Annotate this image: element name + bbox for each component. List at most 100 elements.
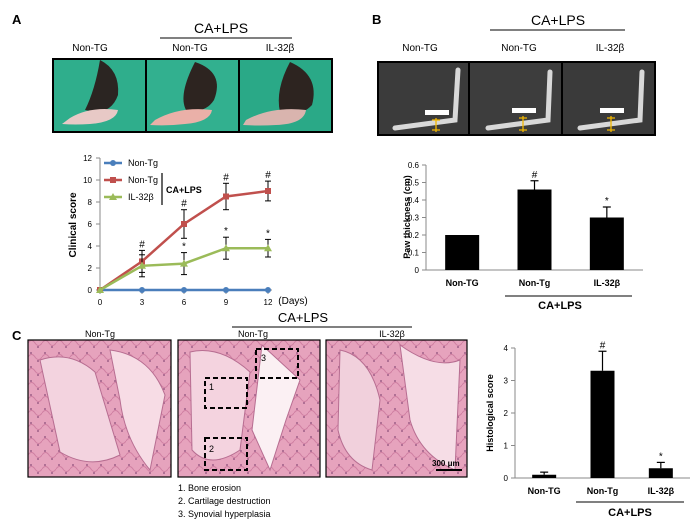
panel-a: A CA+LPS Non-TG Non-TG IL-32β 0 2 4 6 8 10 12 … bbox=[12, 12, 333, 307]
histo-significance-mark: * bbox=[659, 451, 663, 462]
region-box-2 bbox=[204, 437, 248, 471]
note-synovial-hyperplasia: 3. Synovial hyperplasia bbox=[178, 509, 271, 519]
significance-mark-il32b: * bbox=[182, 242, 186, 253]
paw-bar bbox=[589, 217, 624, 270]
significance-mark-ca-lps-non-tg: # bbox=[181, 199, 187, 210]
panel-b-group-label: CA+LPS bbox=[531, 12, 585, 28]
region-box-3 bbox=[255, 348, 299, 379]
point-ca-lps-non-tg bbox=[223, 193, 229, 200]
paw-y-tick-label: 0.6 bbox=[408, 161, 420, 170]
region-box-1-label: 1 bbox=[209, 382, 214, 392]
xray-label-1: Non-TG bbox=[402, 43, 438, 54]
clinical-x-tick-label: 3 bbox=[140, 298, 145, 307]
histo-category-label: IL-32β bbox=[648, 486, 675, 496]
paw-group-label: CA+LPS bbox=[538, 300, 582, 312]
histo-bars: Non-TG # Non-Tg * IL-32β bbox=[528, 340, 675, 496]
legend-label-il32b: IL-32β bbox=[128, 192, 154, 202]
histo-y-tick-label: 3 bbox=[504, 377, 509, 386]
significance-mark-il32b: * bbox=[224, 226, 228, 237]
histo-category-label: Non-Tg bbox=[587, 486, 619, 496]
clinical-y-tick-label: 4 bbox=[88, 242, 93, 251]
clinical-score-chart: 0 2 4 6 8 10 12 0 3 6 9 12 (Days) Clinical score #… bbox=[68, 154, 308, 307]
histo-category-label: Non-TG bbox=[528, 486, 561, 496]
histo-bar bbox=[532, 474, 557, 478]
point-non-tg bbox=[265, 287, 271, 293]
histology-label-3: IL-32β bbox=[379, 329, 405, 339]
paw-significance-mark: # bbox=[532, 170, 538, 181]
xray-label-2: Non-TG bbox=[501, 43, 537, 54]
paw-category-label: Non-TG bbox=[446, 278, 479, 288]
paw-y-tick-label: 0.3 bbox=[408, 214, 420, 223]
point-ca-lps-non-tg bbox=[181, 221, 187, 227]
point-il32b bbox=[96, 286, 104, 293]
paw-category-label: Non-Tg bbox=[519, 278, 551, 288]
significance-mark-ca-lps-non-tg: # bbox=[223, 172, 229, 183]
histo-y-tick-label: 4 bbox=[504, 344, 509, 353]
clinical-y-tick-label: 8 bbox=[88, 198, 93, 207]
paw-y-label: Paw thickness (cm) bbox=[402, 175, 412, 259]
legend-group-label: CA+LPS bbox=[166, 185, 202, 195]
legend-marker-il32b bbox=[109, 193, 117, 200]
photo-label-3: IL-32β bbox=[266, 43, 295, 54]
panel-c: C CA+LPS Non-Tg Non-Tg IL-32β 1 2 3 300 … bbox=[12, 310, 690, 519]
point-il32b bbox=[222, 244, 230, 252]
region-box-2-label: 2 bbox=[209, 444, 214, 454]
point-il32b bbox=[264, 244, 272, 252]
clinical-x-tick-label: 12 bbox=[264, 298, 273, 307]
note-cartilage-destruction: 2. Cartilage destruction bbox=[178, 496, 271, 506]
clinical-y-tick-label: 12 bbox=[83, 154, 92, 163]
clinical-y-tick-label: 10 bbox=[83, 176, 92, 185]
legend-label-non-tg: Non-Tg bbox=[128, 158, 158, 168]
histo-bar bbox=[590, 370, 615, 478]
legend-marker-non-tg bbox=[110, 160, 116, 166]
panel-b-letter: B bbox=[372, 12, 381, 27]
point-ca-lps-non-tg bbox=[265, 188, 271, 194]
clinical-y-tick-label: 0 bbox=[88, 286, 93, 295]
histo-y-ticks: 0 1 2 3 4 bbox=[504, 344, 515, 483]
clinical-x-tick-label: 0 bbox=[98, 298, 103, 307]
paw-bar bbox=[517, 189, 552, 270]
panel-c-letter: C bbox=[12, 328, 22, 343]
point-non-tg bbox=[139, 287, 145, 293]
histology-images: 1 2 3 300 μm bbox=[27, 339, 468, 478]
paw-thickness-chart: 0 0.1 0.2 0.3 0.4 0.5 0.6 Non-TG # Non-Tg * IL-32β… bbox=[402, 161, 643, 312]
xray-label-3: IL-32β bbox=[596, 43, 625, 54]
clinical-x-label: (Days) bbox=[278, 296, 307, 307]
clinical-y-label: Clinical score bbox=[68, 192, 79, 257]
paw-y-tick-label: 0.2 bbox=[408, 231, 420, 240]
clinical-y-tick-label: 6 bbox=[88, 220, 93, 229]
clinical-y-ticks: 0 2 4 6 8 10 12 bbox=[83, 154, 100, 295]
histo-y-tick-label: 0 bbox=[504, 474, 509, 483]
point-il32b bbox=[138, 261, 146, 269]
clinical-x-tick-label: 6 bbox=[182, 298, 187, 307]
note-bone-erosion: 1. Bone erosion bbox=[178, 483, 241, 493]
panel-a-group-label: CA+LPS bbox=[194, 20, 248, 36]
significance-mark-ca-lps-non-tg: # bbox=[265, 170, 271, 181]
paw-bars: Non-TG # Non-Tg * IL-32β bbox=[445, 170, 624, 288]
histo-bar bbox=[648, 468, 673, 478]
legend-label-ca-lps-non-tg: Non-Tg bbox=[128, 175, 158, 185]
panel-b: B CA+LPS Non-TG Non-TG IL-32β 0 0.1 0.2 0.3… bbox=[372, 12, 656, 312]
histo-y-tick-label: 1 bbox=[504, 442, 509, 451]
paw-y-tick-label: 0.5 bbox=[408, 179, 420, 188]
histo-y-tick-label: 2 bbox=[504, 409, 509, 418]
clinical-y-tick-label: 2 bbox=[88, 264, 93, 273]
histological-score-chart: 0 1 2 3 4 Non-TG # Non-Tg * IL-32β Histological … bbox=[485, 340, 690, 519]
photo-label-1: Non-TG bbox=[72, 43, 108, 54]
scale-bar-label: 300 μm bbox=[432, 459, 460, 468]
mouse-paw-photos bbox=[52, 58, 333, 133]
clinical-legend: Non-Tg Non-Tg IL-32β CA+LPS bbox=[104, 158, 202, 205]
significance-mark-il32b: * bbox=[266, 228, 270, 239]
paw-y-tick-label: 0 bbox=[415, 266, 420, 275]
legend-marker-ca-lps-non-tg bbox=[110, 177, 116, 183]
region-box-3-label: 3 bbox=[261, 353, 266, 363]
panel-a-letter: A bbox=[12, 12, 22, 27]
histo-group-label: CA+LPS bbox=[608, 507, 652, 519]
paw-significance-mark: * bbox=[605, 196, 609, 207]
clinical-series: # # # # * * * bbox=[96, 170, 272, 293]
paw-y-tick-label: 0.1 bbox=[408, 249, 420, 258]
point-il32b bbox=[180, 259, 188, 267]
paw-bar bbox=[445, 235, 480, 270]
significance-mark-ca-lps-non-tg: # bbox=[139, 239, 145, 250]
